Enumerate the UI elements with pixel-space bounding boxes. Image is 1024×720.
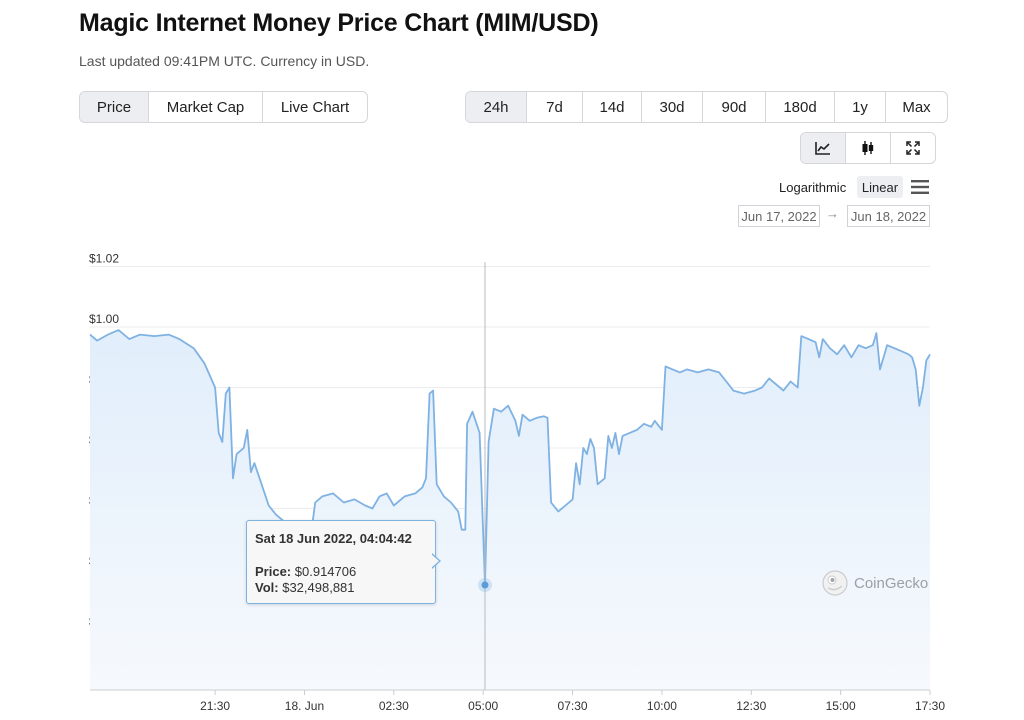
x-tick-label: 15:00 [826,699,856,713]
x-tick-label: 17:30 [915,699,945,713]
x-tick-label: 21:30 [200,699,230,713]
x-tick-label: 10:00 [647,699,677,713]
range-90d[interactable]: 90d [703,92,766,122]
tooltip-price-label: Price: [255,564,292,579]
range-7d[interactable]: 7d [527,92,583,122]
x-tick-label: 07:30 [558,699,588,713]
x-axis: 21:30 18. Jun 02:30 05:00 07:30 10:00 12:30 15:… [90,689,945,713]
tooltip-vol-value: $32,498,881 [282,580,355,595]
y-tick-label: $1.00 [89,312,119,326]
tooltip-pointer-inner [431,554,439,568]
coingecko-watermark: CoinGecko [822,569,928,597]
tab-price[interactable]: Price [80,92,149,122]
chart-type-tabs: Price Market Cap Live Chart [79,91,368,123]
expand-icon[interactable] [891,133,935,163]
y-tick-label: $1.02 [89,252,119,266]
time-range-tabs: 24h 7d 14d 30d 90d 180d 1y Max [465,91,948,123]
x-tick-label: 18. Jun [285,699,324,713]
hover-point [481,581,489,589]
range-14d[interactable]: 14d [583,92,642,122]
x-tick-label: 12:30 [736,699,766,713]
tab-market-cap[interactable]: Market Cap [149,92,263,122]
watermark-text: CoinGecko [854,574,929,592]
price-tooltip: Sat 18 Jun 2022, 04:04:42 Price: $0.9147… [246,520,436,604]
range-24h[interactable]: 24h [466,92,527,122]
price-area [90,330,930,690]
scale-toggle: Logarithmic Linear [760,176,940,198]
range-1y[interactable]: 1y [835,92,886,122]
scale-linear[interactable]: Linear [857,176,903,198]
date-from-input[interactable]: Jun 17, 2022 [738,205,820,227]
hamburger-menu-icon[interactable] [911,179,929,195]
date-to-input[interactable]: Jun 18, 2022 [847,205,930,227]
page-title: Magic Internet Money Price Chart (MIM/US… [79,9,599,37]
range-30d[interactable]: 30d [642,92,703,122]
tooltip-volume: Vol: $32,498,881 [255,580,355,595]
tooltip-price-value: $0.914706 [294,564,357,579]
tooltip-vol-label: Vol: [255,580,279,595]
range-180d[interactable]: 180d [766,92,835,122]
candlestick-icon[interactable] [846,133,891,163]
line-chart-icon[interactable] [801,133,846,163]
tooltip-price: Price: $0.914706 [255,564,356,579]
range-max[interactable]: Max [902,98,931,116]
chart-view-toggle [800,132,936,164]
gecko-logo-icon [822,570,848,596]
price-line [89,329,931,586]
scale-logarithmic[interactable]: Logarithmic [779,180,847,195]
x-tick-label: 02:30 [379,699,409,713]
tab-live-chart[interactable]: Live Chart [280,98,350,116]
arrow-right-icon: → [826,206,839,221]
tooltip-date: Sat 18 Jun 2022, 04:04:42 [255,531,412,546]
last-updated-text: Last updated 09:41PM UTC. Currency in US… [79,53,370,69]
x-tick-label: 05:00 [468,699,498,713]
